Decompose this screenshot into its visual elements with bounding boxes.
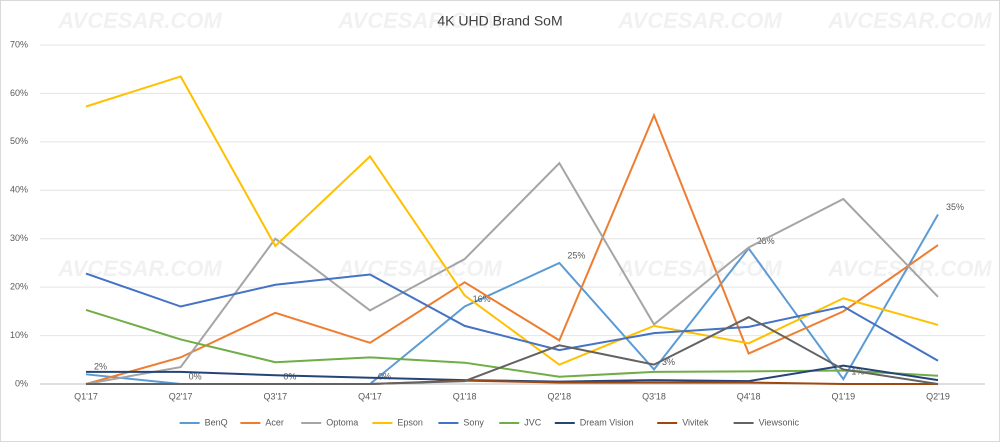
series-line (85, 308, 939, 378)
x-tick-label: Q4'18 (737, 391, 761, 401)
data-label: 0% (189, 371, 202, 381)
data-label: 16% (473, 294, 491, 304)
legend-label: Viewsonic (759, 417, 800, 427)
data-label: 2% (94, 362, 107, 372)
legend-label: Optoma (326, 417, 358, 427)
x-tick-label: Q2'17 (169, 391, 193, 401)
watermark: AVCESAR.COM (337, 256, 502, 281)
watermark: AVCESAR.COM (617, 256, 782, 281)
data-label: 0% (378, 371, 391, 381)
legend-label: Sony (463, 417, 484, 427)
y-tick-label: 50% (10, 136, 28, 146)
y-tick-label: 20% (10, 282, 28, 292)
watermark: AVCESAR.COM (337, 8, 502, 33)
legend-label: JVC (524, 417, 542, 427)
watermark: AVCESAR.COM (57, 8, 222, 33)
x-tick-label: Q2'18 (547, 391, 571, 401)
y-tick-label: 70% (10, 39, 28, 49)
series-line (86, 316, 939, 385)
series-line (85, 75, 939, 366)
series-line (85, 112, 939, 385)
data-label: 25% (567, 250, 585, 260)
watermark: AVCESAR.COM (617, 8, 782, 33)
x-tick-label: Q4'17 (358, 391, 382, 401)
series-line (85, 161, 939, 385)
legend-label: Dream Vision (580, 417, 634, 427)
data-label: 3% (662, 357, 675, 367)
y-tick-label: 40% (10, 185, 28, 195)
x-tick-label: Q3'18 (642, 391, 666, 401)
x-tick-label: Q1'17 (74, 391, 98, 401)
legend-label: BenQ (205, 417, 228, 427)
legend-label: Acer (265, 417, 284, 427)
watermark: AVCESAR.COM (827, 8, 992, 33)
data-label: 35% (946, 202, 964, 212)
y-tick-label: 60% (10, 88, 28, 98)
x-tick-label: Q1'18 (453, 391, 477, 401)
y-tick-label: 30% (10, 233, 28, 243)
series-line (85, 272, 939, 362)
y-tick-label: 0% (15, 378, 28, 388)
watermark: AVCESAR.COM (57, 256, 222, 281)
legend-label: Epson (397, 417, 423, 427)
y-tick-label: 10% (10, 330, 28, 340)
x-tick-label: Q2'19 (926, 391, 950, 401)
x-tick-label: Q1'19 (831, 391, 855, 401)
chart-title: 4K UHD Brand SoM (437, 13, 562, 29)
legend-label: Vivitek (682, 417, 709, 427)
x-tick-label: Q3'17 (263, 391, 287, 401)
data-label: 28% (757, 236, 775, 246)
